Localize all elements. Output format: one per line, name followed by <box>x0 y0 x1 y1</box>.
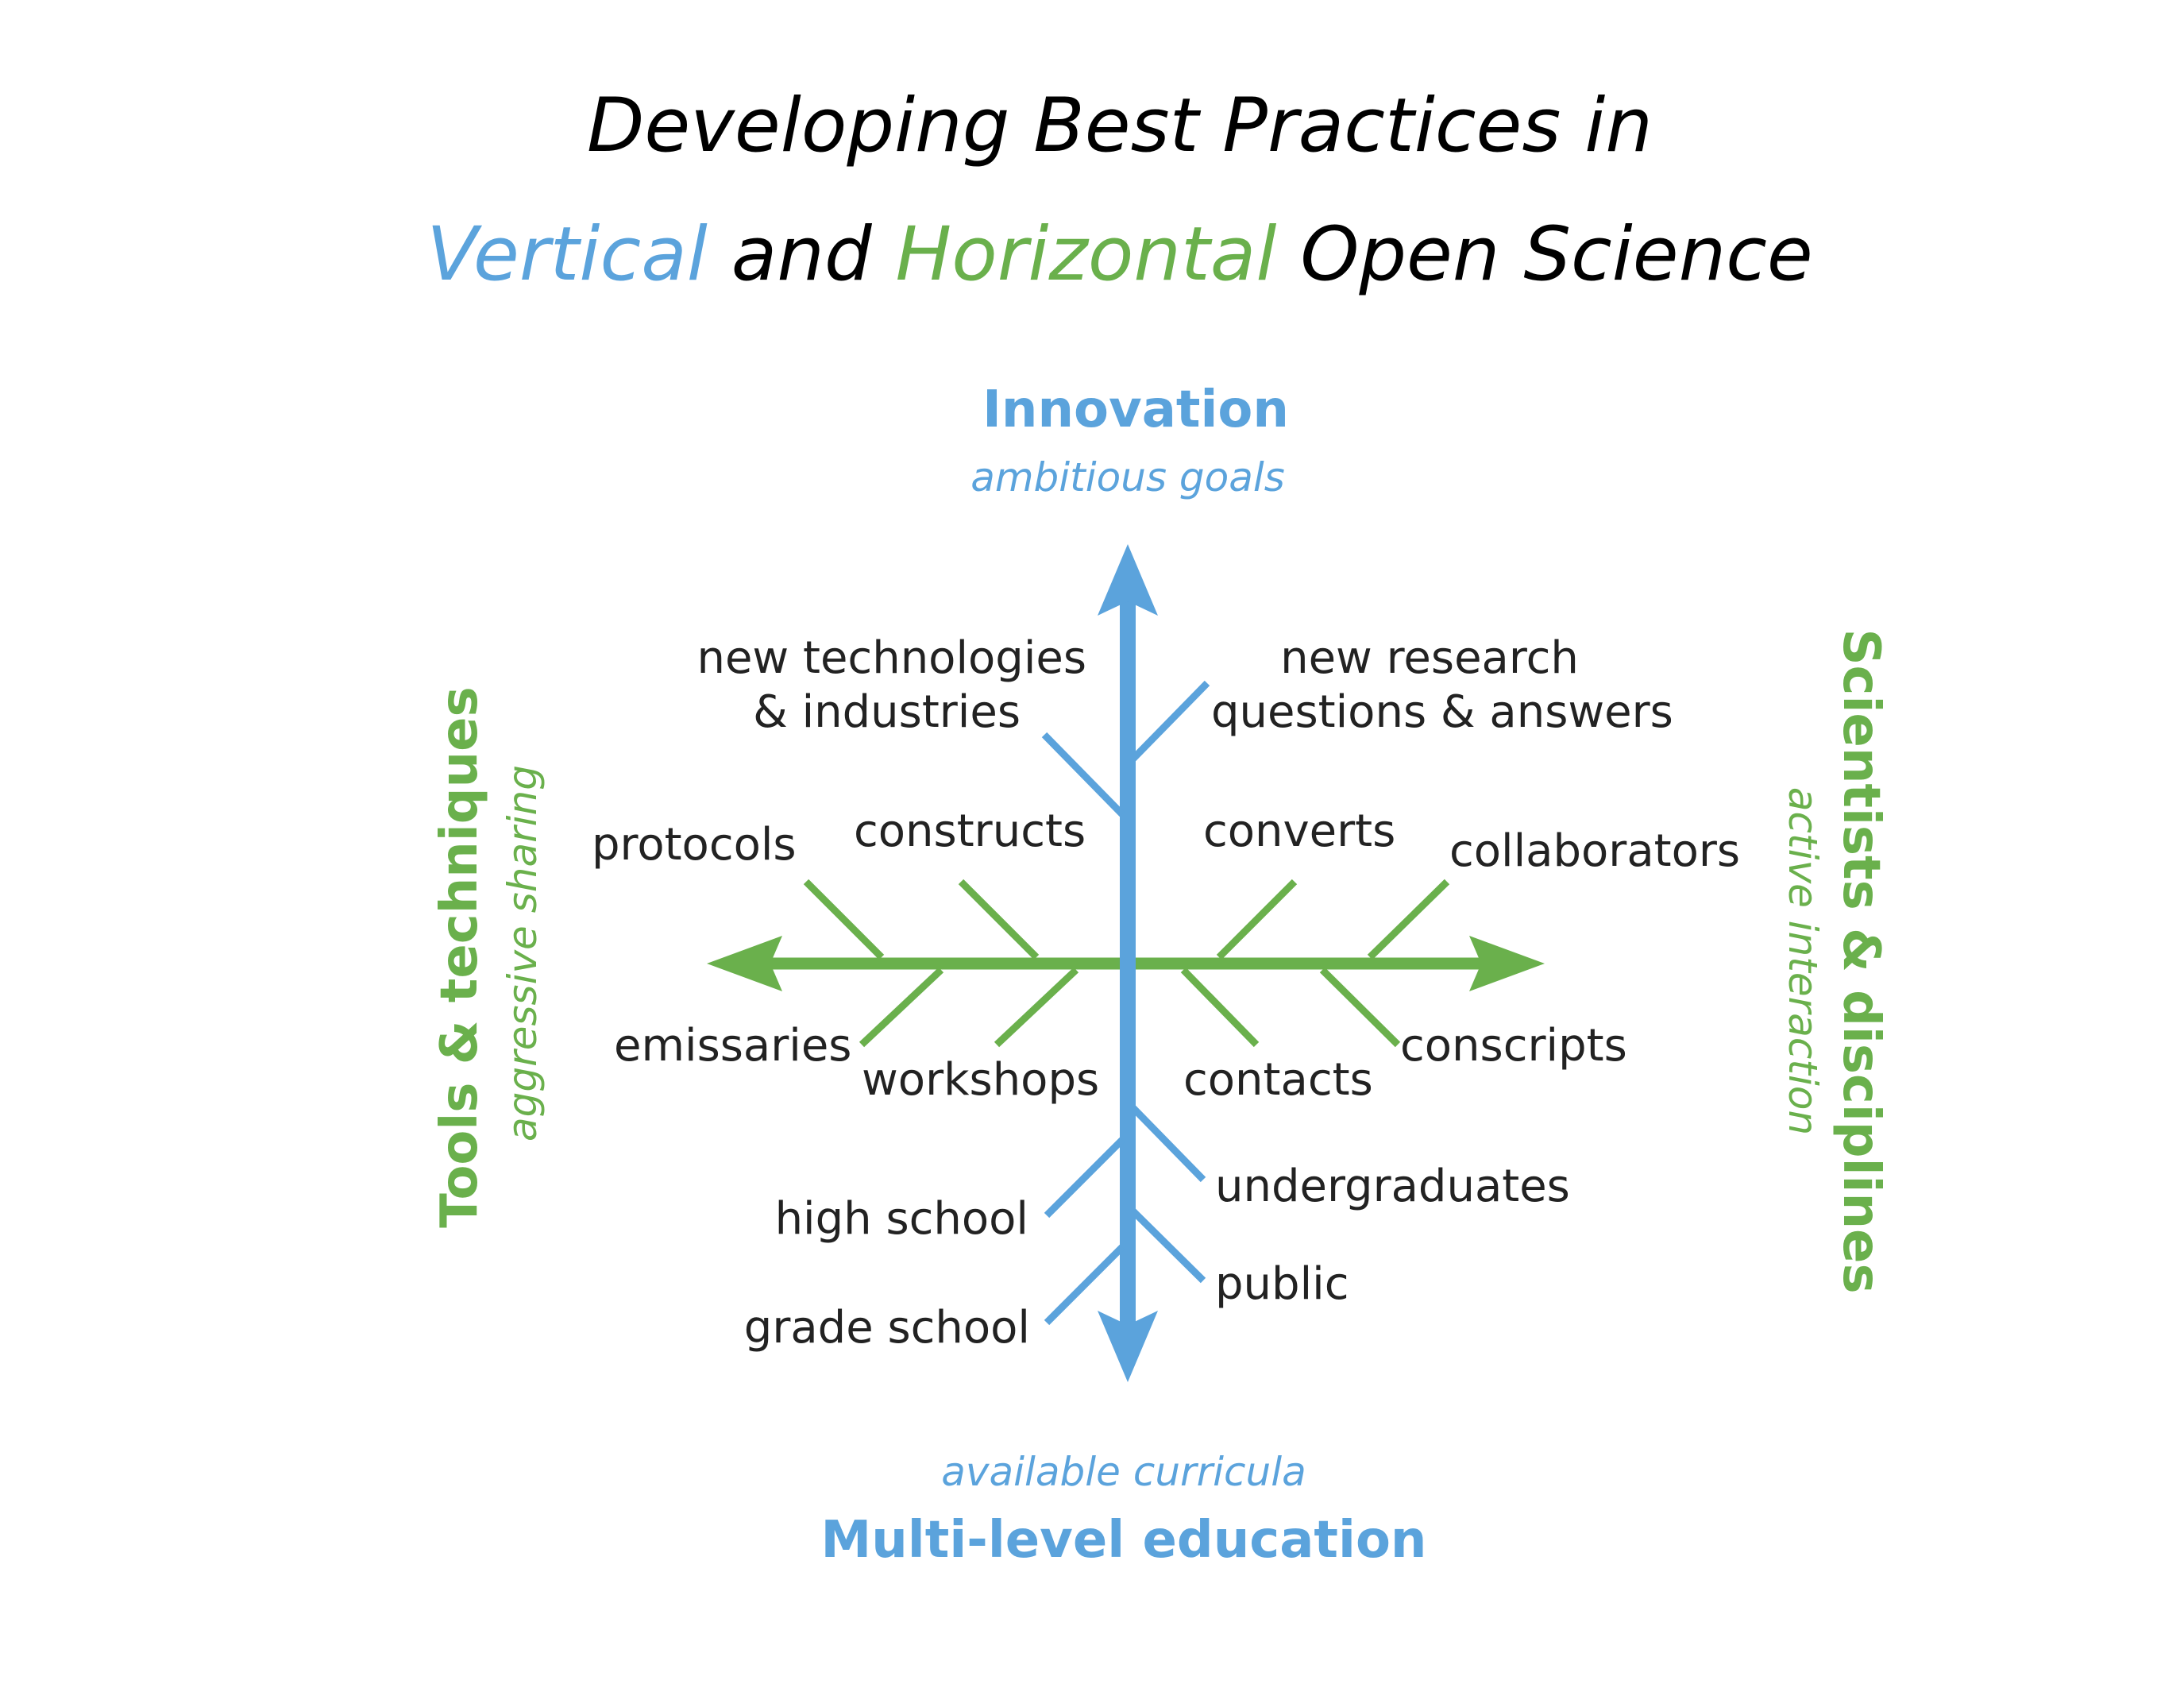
label-conscripts: conscripts <box>1400 1020 1627 1072</box>
branch-new-technologies <box>1041 732 1125 817</box>
axis-top-subtitle: ambitious goals <box>970 454 1285 500</box>
axis-top-title: Innovation <box>982 380 1289 439</box>
branch-high-school <box>1044 1137 1125 1219</box>
label-public: public <box>1215 1258 1349 1310</box>
axis-bottom-education: available curricula Multi-level educatio… <box>821 1449 1427 1570</box>
vertical-axis <box>1041 544 1210 1382</box>
vertical-axis-bottom-arrowhead <box>1098 1311 1158 1382</box>
branch-grade-school <box>1044 1244 1125 1326</box>
title-vertical-word: Vertical <box>426 211 708 298</box>
title-open-science-words: Open Science <box>1277 211 1813 298</box>
axis-left-title: Tools & techniques <box>430 686 489 1227</box>
label-questions-answers: questions & answers <box>1211 686 1673 738</box>
axis-right-title: Scientists & disciplines <box>1831 628 1890 1293</box>
title-horizontal-word: Horizontal <box>896 211 1277 298</box>
branch-undergraduates <box>1130 1105 1206 1183</box>
branch-emissaries <box>859 967 944 1048</box>
axis-bottom-subtitle: available curricula <box>941 1449 1306 1495</box>
label-grade-school: grade school <box>744 1302 1030 1354</box>
horizontal-axis-right-arrowhead <box>1469 936 1545 991</box>
label-high-school: high school <box>775 1193 1028 1245</box>
axis-left-tools: Tools & techniques aggressive sharing <box>430 686 546 1227</box>
title-and-word: and <box>708 211 896 298</box>
axis-right-scientists: Scientists & disciplines active interact… <box>1780 628 1890 1293</box>
label-new-technologies: new technologies <box>696 632 1086 684</box>
vertical-axis-top-arrowhead <box>1098 544 1158 616</box>
title-line-1: Developing Best Practices in <box>587 83 1653 169</box>
branch-new-research <box>1130 680 1210 762</box>
branch-conscripts <box>1319 967 1401 1048</box>
branch-collaborators <box>1367 879 1450 960</box>
horizontal-axis-left-arrowhead <box>707 936 782 991</box>
label-constructs: constructs <box>854 805 1086 857</box>
branch-converts <box>1216 879 1298 960</box>
axis-right-subtitle: active interaction <box>1780 787 1826 1135</box>
label-contacts: contacts <box>1183 1054 1373 1106</box>
label-workshops: workshops <box>862 1054 1099 1106</box>
label-new-research: new research <box>1280 632 1579 684</box>
branch-protocols <box>803 879 885 960</box>
axis-left-subtitle: aggressive sharing <box>500 765 546 1141</box>
diagram-title: Developing Best Practices in Vertical an… <box>426 83 1812 298</box>
branch-public <box>1130 1208 1206 1284</box>
label-protocols: protocols <box>592 819 797 871</box>
label-collaborators: collaborators <box>1449 825 1740 877</box>
label-emissaries: emissaries <box>614 1020 851 1072</box>
branch-contacts <box>1180 967 1260 1048</box>
label-and-industries: & industries <box>753 686 1021 738</box>
label-converts: converts <box>1203 805 1395 857</box>
branch-constructs <box>958 879 1040 960</box>
axis-top-innovation: Innovation ambitious goals <box>970 380 1289 500</box>
axis-bottom-title: Multi-level education <box>821 1511 1427 1570</box>
label-undergraduates: undergraduates <box>1215 1161 1570 1212</box>
branch-labels: new technologies & industries new resear… <box>592 632 1740 1354</box>
branch-workshops <box>994 967 1079 1048</box>
title-line-2: Vertical and Horizontal Open Science <box>426 211 1812 298</box>
